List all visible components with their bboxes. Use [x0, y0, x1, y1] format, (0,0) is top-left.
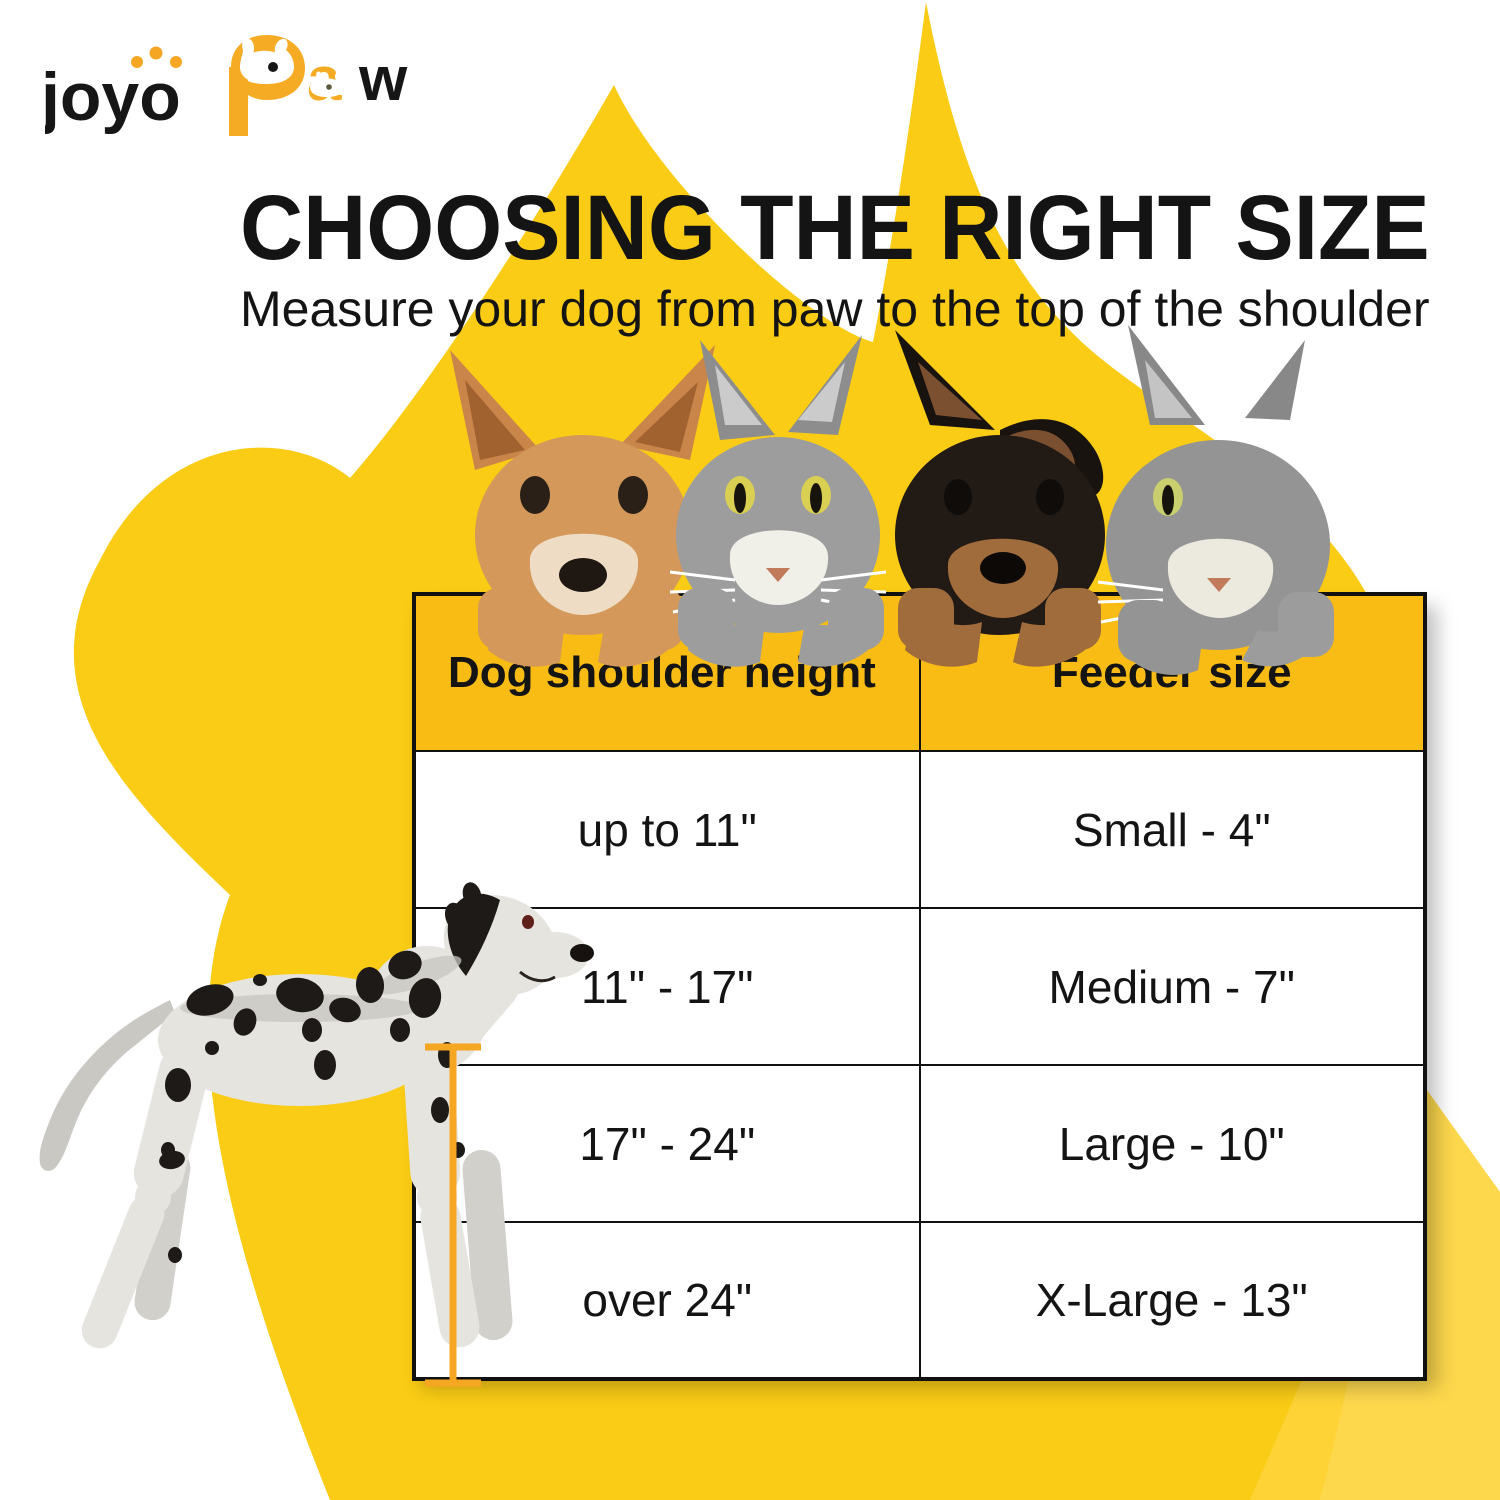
svg-text:joyo: joyo [45, 59, 181, 135]
svg-text:w: w [358, 45, 408, 114]
